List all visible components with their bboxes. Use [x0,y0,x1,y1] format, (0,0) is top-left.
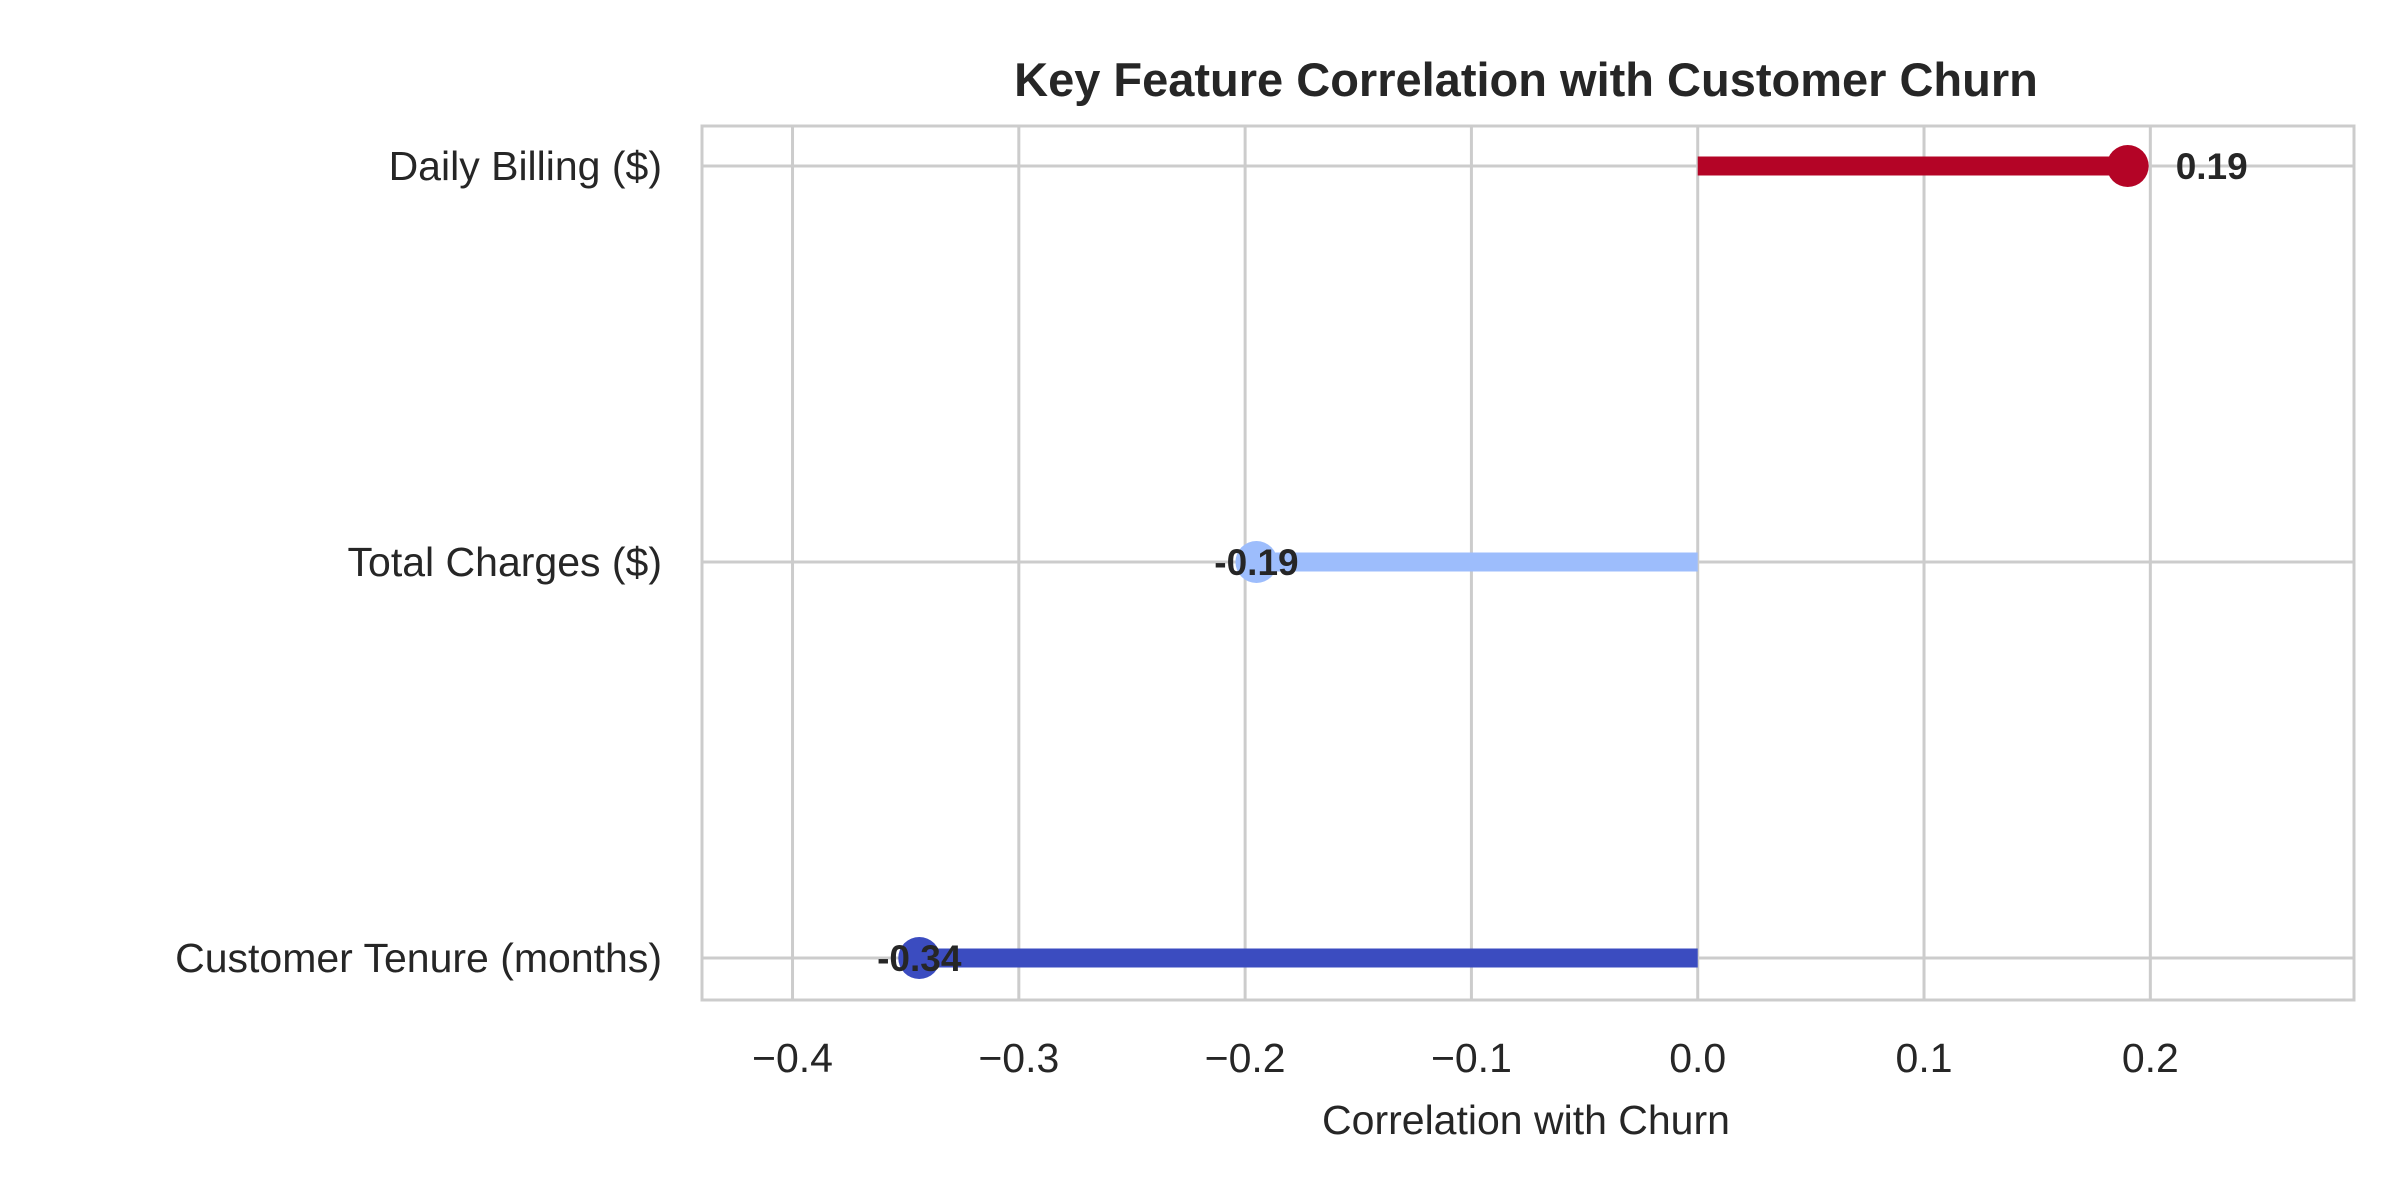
x-tick-label: −0.1 [1431,1035,1512,1081]
point [1235,541,1278,583]
plot-frame [700,124,2356,1002]
point [2106,145,2149,187]
x-tick-label: −0.2 [1205,1035,1286,1081]
chart-title: Key Feature Correlation with Customer Ch… [1014,53,2038,106]
point [898,937,941,979]
x-tick-label: 0.0 [1669,1035,1726,1081]
value-label: -0.34 [877,938,962,979]
y-tick-label: Daily Billing ($) [389,143,662,189]
value-labels: 0.19 -0.19 -0.34 [877,146,2248,979]
x-axis-label: Correlation with Churn [1322,1097,1730,1143]
value-label: -0.19 [1214,542,1298,583]
y-axis-ticks: Daily Billing ($) Total Charges ($) Custom… [175,143,662,981]
x-tick-label: 0.1 [1896,1035,1953,1081]
x-axis-ticks: −0.4 −0.3 −0.2 −0.1 0.0 0.1 0.2 [752,1035,2179,1081]
stems [919,156,2128,968]
value-label: 0.19 [2176,146,2248,187]
x-tick-label: −0.4 [752,1035,833,1081]
y-tick-label: Customer Tenure (months) [175,935,662,981]
x-tick-label: −0.3 [978,1035,1059,1081]
y-tick-label: Total Charges ($) [348,539,662,585]
points [898,145,2149,979]
x-tick-label: 0.2 [2122,1035,2179,1081]
